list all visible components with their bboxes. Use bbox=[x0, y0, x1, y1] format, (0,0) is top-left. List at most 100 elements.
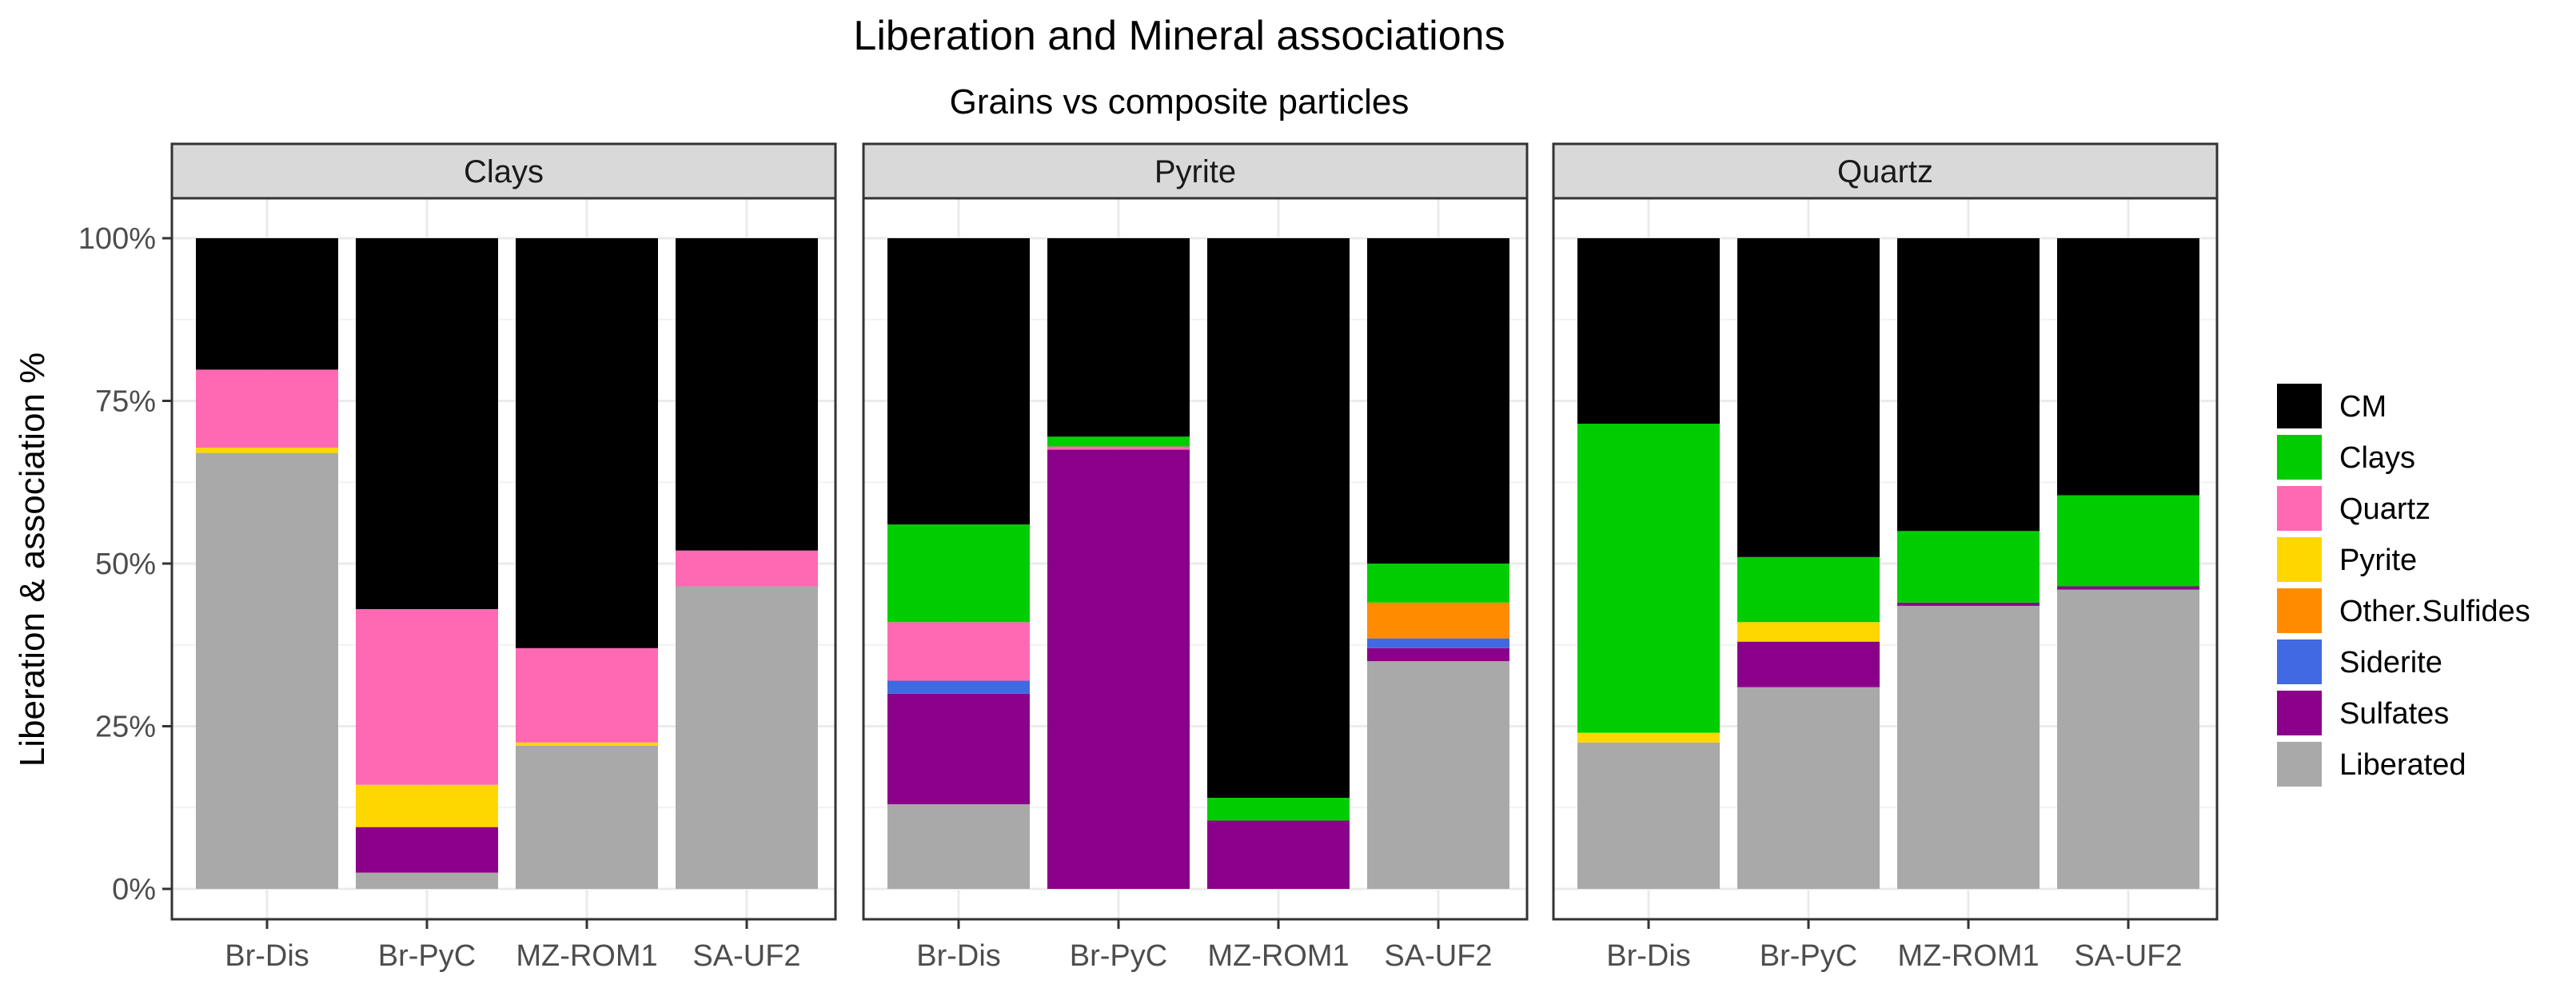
y-tick-label: 0% bbox=[112, 873, 156, 906]
bar-segment-clays bbox=[1367, 564, 1509, 603]
bar-segment-liberated bbox=[1897, 605, 2040, 889]
x-tick-label: Br-Dis bbox=[225, 939, 309, 973]
legend-item-liberated: Liberated bbox=[2277, 742, 2466, 787]
bar-segment-pyrite bbox=[356, 784, 498, 827]
x-tick-label: Br-PyC bbox=[1070, 939, 1167, 973]
bar-pyrite-br-pyc bbox=[1047, 238, 1190, 889]
bar-segment-liberated bbox=[356, 872, 498, 889]
bar-segment-sulfates bbox=[1367, 647, 1509, 662]
bar-segment-clays bbox=[887, 524, 1030, 623]
bar-segment-quartz bbox=[1047, 446, 1190, 450]
bar-segment-liberated bbox=[1737, 687, 1880, 889]
bar-segment-cm bbox=[1207, 238, 1350, 799]
strip-background bbox=[862, 142, 1529, 200]
legend-key-sulfates bbox=[2277, 691, 2322, 735]
bar-segment-liberated bbox=[2057, 589, 2199, 889]
legend-key-clays bbox=[2277, 435, 2322, 480]
bar-segment-siderite bbox=[887, 680, 1030, 694]
bar-quartz-br-dis bbox=[1577, 238, 1720, 889]
x-tick-label: MZ-ROM1 bbox=[1207, 939, 1349, 973]
legend-key-other-sulfides bbox=[2277, 588, 2322, 633]
bar-segment-pyrite bbox=[1737, 622, 1880, 642]
bar-clays-mz-rom1 bbox=[516, 238, 658, 889]
y-axis-title: Liberation & association % bbox=[13, 353, 52, 767]
bar-segment-liberated bbox=[516, 745, 658, 889]
x-tick-label: Br-PyC bbox=[378, 939, 476, 973]
panel-pyrite: Pyrite Br-Dis Br-PyC MZ-ROM1 SA-UF2 bbox=[862, 142, 1529, 973]
bar-segment-sulfates bbox=[1047, 449, 1190, 889]
bar-segment-liberated bbox=[887, 804, 1030, 889]
bar-segment-siderite bbox=[1367, 638, 1509, 648]
strip-background bbox=[170, 142, 837, 200]
legend-key-cm bbox=[2277, 384, 2322, 428]
x-tick-label: Br-Dis bbox=[1606, 939, 1691, 973]
legend-key-quartz bbox=[2277, 486, 2322, 531]
bar-segment-cm bbox=[1047, 238, 1190, 437]
legend-item-sulfates: Sulfates bbox=[2277, 691, 2449, 735]
bar-segment-pyrite bbox=[196, 448, 338, 453]
bar-segment-liberated bbox=[1367, 661, 1509, 889]
bar-pyrite-mz-rom1 bbox=[1207, 238, 1350, 889]
bar-quartz-br-pyc bbox=[1737, 238, 1880, 889]
bar-segment-clays bbox=[1207, 798, 1350, 821]
legend-label: Pyrite bbox=[2339, 544, 2417, 577]
bar-segment-clays bbox=[1047, 436, 1190, 447]
legend-key-pyrite bbox=[2277, 537, 2322, 582]
legend-label: Other.Sulfides bbox=[2339, 595, 2530, 628]
strip-label: Pyrite bbox=[1154, 154, 1236, 189]
x-tick-label: SA-UF2 bbox=[1384, 939, 1492, 973]
bar-segment-clays bbox=[2057, 495, 2199, 587]
bar-segment-clays bbox=[1737, 556, 1880, 623]
bar-segment-pyrite bbox=[1577, 732, 1720, 743]
bar-segment-cm bbox=[676, 238, 818, 551]
bar-segment-quartz bbox=[676, 550, 818, 587]
bar-segment-liberated bbox=[196, 452, 338, 889]
bar-quartz-sa-uf2 bbox=[2057, 238, 2199, 889]
bar-segment-sulfates bbox=[356, 827, 498, 873]
bar-pyrite-br-dis bbox=[887, 238, 1030, 889]
legend-label: Liberated bbox=[2339, 748, 2466, 782]
panels-layer: Clays Br-Dis Br-PyC MZ-ROM1 SA-UF2 Pyrite Br-D… bbox=[170, 142, 2219, 973]
x-tick-label: SA-UF2 bbox=[692, 939, 800, 973]
bar-clays-br-dis bbox=[196, 238, 338, 889]
bar-segment-liberated bbox=[1577, 742, 1720, 889]
bar-segment-cm bbox=[1897, 238, 2040, 532]
bar-segment-cm bbox=[516, 238, 658, 648]
bar-segment-cm bbox=[887, 238, 1030, 525]
bar-clays-sa-uf2 bbox=[676, 238, 818, 889]
y-tick-label: 25% bbox=[95, 711, 156, 744]
x-tick-label: Br-Dis bbox=[916, 939, 1001, 973]
legend-label: Siderite bbox=[2339, 646, 2442, 679]
bar-pyrite-sa-uf2 bbox=[1367, 238, 1509, 889]
y-axis: 0% 25% 50% 75% 100% bbox=[78, 222, 172, 906]
legend: CM Clays Quartz Pyrite Other.Sulfides Siderit… bbox=[2277, 384, 2530, 787]
bar-segment-quartz bbox=[887, 622, 1030, 681]
bar-segment-sulfates bbox=[887, 693, 1030, 805]
legend-item-clays: Clays bbox=[2277, 435, 2415, 480]
chart-subtitle: Grains vs composite particles bbox=[950, 82, 1410, 122]
bar-segment-sulfates bbox=[1737, 641, 1880, 687]
x-tick-label: Br-PyC bbox=[1760, 939, 1857, 973]
bar-segment-cm bbox=[196, 238, 338, 370]
bar-segment-sulfates bbox=[1897, 602, 2040, 606]
bar-segment-quartz bbox=[196, 369, 338, 448]
bar-segment-quartz bbox=[516, 647, 658, 743]
bar-segment-pyrite bbox=[516, 742, 658, 746]
legend-key-siderite bbox=[2277, 639, 2322, 684]
legend-label: Sulfates bbox=[2339, 697, 2449, 731]
bar-segment-clays bbox=[1577, 423, 1720, 733]
bar-clays-br-pyc bbox=[356, 238, 498, 889]
panel-clays: Clays Br-Dis Br-PyC MZ-ROM1 SA-UF2 bbox=[170, 142, 837, 973]
bar-segment-cm bbox=[2057, 238, 2199, 496]
y-tick-label: 75% bbox=[95, 385, 156, 419]
bar-quartz-mz-rom1 bbox=[1897, 238, 2040, 889]
bar-segment-sulfates bbox=[2057, 586, 2199, 590]
legend-item-cm: CM bbox=[2277, 384, 2387, 428]
strip-label: Clays bbox=[464, 154, 544, 189]
x-tick-label: SA-UF2 bbox=[2074, 939, 2182, 973]
x-tick-label: MZ-ROM1 bbox=[1897, 939, 2039, 973]
legend-item-pyrite: Pyrite bbox=[2277, 537, 2417, 582]
y-tick-label: 50% bbox=[95, 548, 156, 581]
bar-segment-sulfates bbox=[1207, 820, 1350, 889]
